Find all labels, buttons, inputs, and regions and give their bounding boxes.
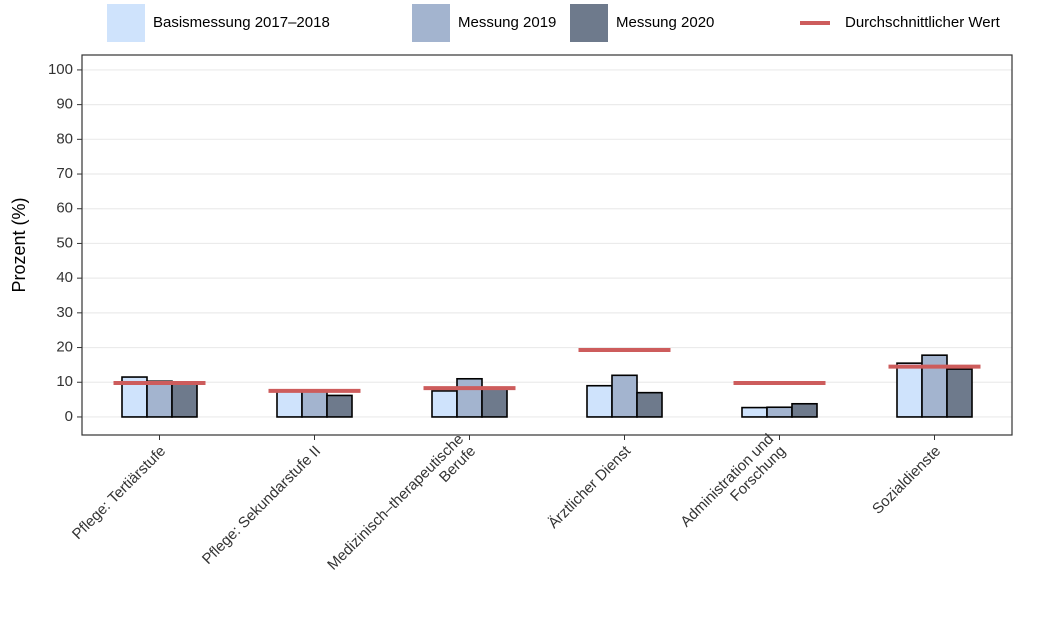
legend-label: Messung 2019 [458, 14, 556, 31]
bar [611, 374, 638, 418]
y-tick-label: 60 [56, 200, 73, 217]
bar [946, 368, 973, 418]
legend-swatch [107, 4, 145, 42]
bar [791, 402, 818, 418]
bar [276, 390, 303, 418]
y-tick-label: 40 [56, 269, 73, 286]
bar [636, 391, 663, 418]
legend-label: Messung 2020 [616, 14, 714, 31]
y-tick-label: 100 [48, 61, 73, 78]
panel-border [81, 54, 1013, 436]
legend-swatch [570, 4, 608, 42]
legend-label: Basismessung 2017–2018 [153, 14, 330, 31]
x-tick-label: Administration undForschung [677, 431, 789, 543]
x-tick-label-line: Ärztlicher Dienst [545, 442, 635, 532]
y-tick-label: 30 [56, 304, 73, 321]
x-tick-label-line: Pflege: Tertiärstufe [69, 443, 169, 543]
bar [921, 354, 948, 418]
x-tick-label-line: Pflege: Sekundarstufe II [199, 443, 324, 568]
bar [431, 390, 458, 418]
x-tick-label: Pflege: Tertiärstufe [69, 443, 169, 543]
y-tick-label: 70 [56, 165, 73, 182]
bar [741, 406, 768, 418]
y-tick-label: 80 [56, 130, 73, 147]
bar [586, 384, 613, 418]
y-tick-label: 90 [56, 96, 73, 113]
y-tick-label: 20 [56, 339, 73, 356]
bar [301, 390, 328, 418]
bar [171, 383, 198, 418]
bar [146, 380, 173, 418]
legend-swatch [412, 4, 450, 42]
x-tick-label: Sozialdienste [869, 443, 944, 518]
bar [896, 362, 923, 418]
legend-label: Durchschnittlicher Wert [845, 14, 1001, 31]
y-axis-label: Prozent (%) [9, 197, 29, 292]
bar [456, 377, 483, 418]
y-tick-label: 10 [56, 373, 73, 390]
bar [326, 394, 353, 418]
x-tick-label-line: Sozialdienste [869, 443, 944, 518]
x-tick-label: Medizinisch–therapeutischeBerufe [324, 431, 479, 586]
x-tick-label: Ärztlicher Dienst [545, 442, 635, 532]
y-tick-label: 50 [56, 234, 73, 251]
x-tick-label-line: Medizinisch–therapeutische [324, 431, 467, 574]
bar [481, 387, 508, 418]
x-tick-label: Pflege: Sekundarstufe II [199, 443, 324, 568]
y-tick-label: 0 [65, 408, 73, 425]
bar [766, 406, 793, 418]
